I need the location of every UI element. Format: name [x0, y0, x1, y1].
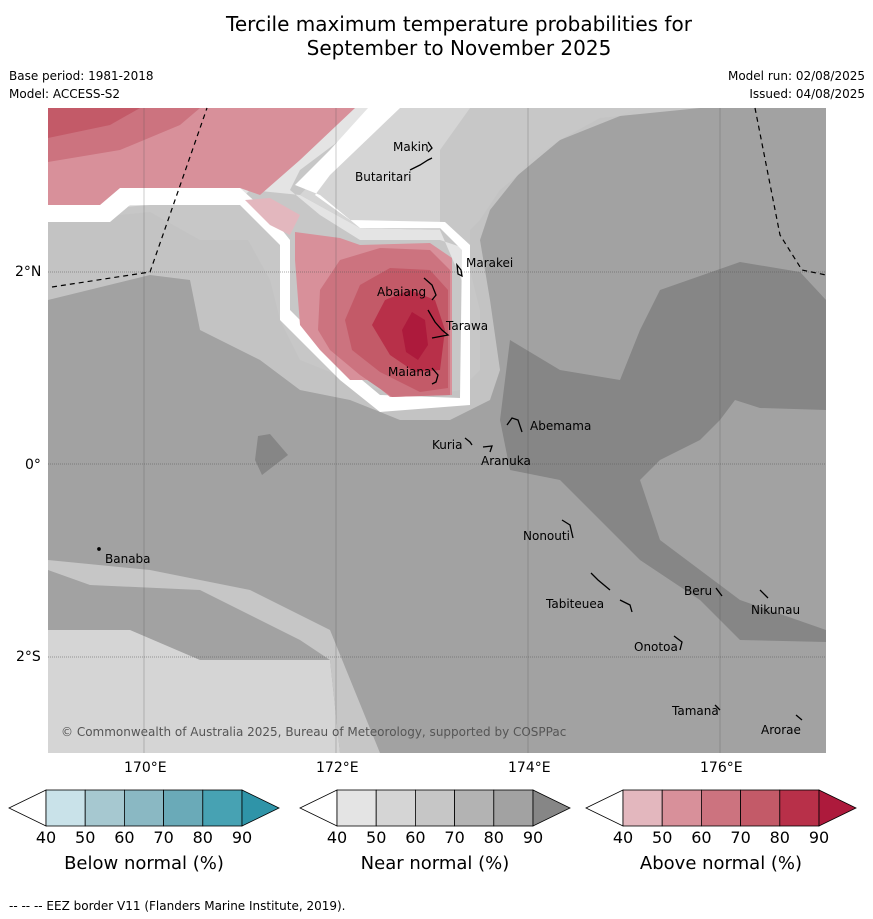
footer-eez-note: -- -- -- EEZ border V11 (Flanders Marine…: [9, 899, 346, 913]
colorbar-title-above: Above normal (%): [639, 853, 803, 874]
colorbar-extend-high: [241, 789, 280, 827]
place-label-nonouti: Nonouti: [523, 529, 570, 543]
place-label-arorae: Arorae: [761, 723, 801, 737]
place-label-maiana: Maiana: [388, 365, 432, 379]
copyright-text: © Commonwealth of Australia 2025, Bureau…: [61, 725, 567, 739]
colorbar-tick-label: 70: [444, 828, 465, 847]
place-label-makin: Makin: [393, 140, 429, 154]
colorbar-tick-label: 50: [366, 828, 387, 847]
lon-label-176e: 176°E: [700, 760, 743, 776]
base-period: Base period: 1981-2018: [9, 69, 154, 83]
place-label-kuria: Kuria: [432, 438, 463, 452]
colorbar-segment: [202, 789, 243, 827]
colorbar-tick-label: 60: [405, 828, 426, 847]
lon-label-170e: 170°E: [124, 760, 167, 776]
colorbar-below-normal: [8, 789, 280, 827]
colorbar-tick-label: 80: [769, 828, 790, 847]
colorbar-tick-label: 40: [612, 828, 634, 847]
island-outlines: [97, 141, 803, 721]
graticule: [48, 108, 826, 753]
model-run: Model run: 02/08/2025: [727, 69, 865, 83]
colorbar-tick-label: 40: [35, 828, 57, 847]
place-label-onotoa: Onotoa: [634, 640, 678, 654]
colorbar-tick-label: 50: [652, 828, 673, 847]
colorbar-tick-label: 70: [153, 828, 174, 847]
issued-date: Issued: 04/08/2025: [749, 87, 865, 101]
place-label-abemama: Abemama: [530, 419, 592, 433]
colorbar-tick-label: 90: [522, 828, 544, 847]
colorbar-tick-label: 70: [730, 828, 751, 847]
place-label-tamana: Tamana: [672, 704, 719, 718]
colorbar-segment: [622, 789, 663, 827]
place-label-butaritari: Butaritari: [355, 170, 412, 184]
place-label-nikunau: Nikunau: [751, 603, 801, 617]
colorbar-segment: [336, 789, 377, 827]
lat-label-2s: 2°S: [16, 649, 41, 665]
colorbar-tick-label: 60: [691, 828, 712, 847]
colorbar-tick-label: 60: [114, 828, 135, 847]
colorbar-segment: [163, 789, 204, 827]
place-label-abaiang: Abaiang: [377, 285, 427, 299]
colorbar-segment: [454, 789, 495, 827]
title-line-1: Tercile maximum temperature probabilitie…: [226, 12, 692, 36]
colorbar-segment: [45, 789, 86, 827]
colorbar-segment: [415, 789, 456, 827]
colorbar-segment: [740, 789, 781, 827]
place-label-tabiteuea: Tabiteuea: [546, 597, 605, 611]
model-name: Model: ACCESS-S2: [9, 87, 121, 101]
colorbar-tick-label: 50: [75, 828, 96, 847]
colorbar-title-near: Near normal (%): [360, 853, 510, 874]
chart-title: Tercile maximum temperature probabilitie…: [0, 12, 873, 60]
place-label-banaba: Banaba: [105, 552, 151, 566]
colorbar-tick-label: 40: [326, 828, 348, 847]
colorbar-segment: [661, 789, 702, 827]
colorbar-extend-low: [8, 789, 47, 827]
place-label-aranuka: Aranuka: [481, 454, 531, 468]
colorbar-segment: [779, 789, 820, 827]
colorbar-segment: [375, 789, 416, 827]
colorbar-extend-low: [299, 789, 338, 827]
colorbar-segment: [701, 789, 742, 827]
lat-label-2n: 2°N: [15, 264, 42, 280]
colorbar-above-normal: [585, 789, 857, 827]
colorbar-extend-high: [532, 789, 571, 827]
map-fill: [48, 108, 826, 753]
colorbar-extend-high: [818, 789, 857, 827]
title-line-2: September to November 2025: [306, 36, 612, 60]
colorbar-tick-label: 90: [231, 828, 253, 847]
lat-label-0: 0°: [25, 457, 41, 473]
colorbar-near-normal: [299, 789, 571, 827]
lon-label-172e: 172°E: [316, 760, 359, 776]
place-label-beru: Beru: [684, 584, 713, 598]
eez-border: [51, 107, 827, 288]
colorbar-tick-label: 80: [483, 828, 504, 847]
colorbar-segment: [84, 789, 125, 827]
colorbar-tick-label: 80: [192, 828, 213, 847]
colorbar-extend-low: [585, 789, 624, 827]
place-label-marakei: Marakei: [466, 256, 514, 270]
lon-label-174e: 174°E: [508, 760, 551, 776]
colorbar-segment: [124, 789, 165, 827]
colorbar-title-below: Below normal (%): [64, 853, 224, 874]
place-label-tarawa: Tarawa: [446, 319, 489, 333]
colorbar-segment: [493, 789, 534, 827]
colorbar-tick-label: 90: [808, 828, 830, 847]
